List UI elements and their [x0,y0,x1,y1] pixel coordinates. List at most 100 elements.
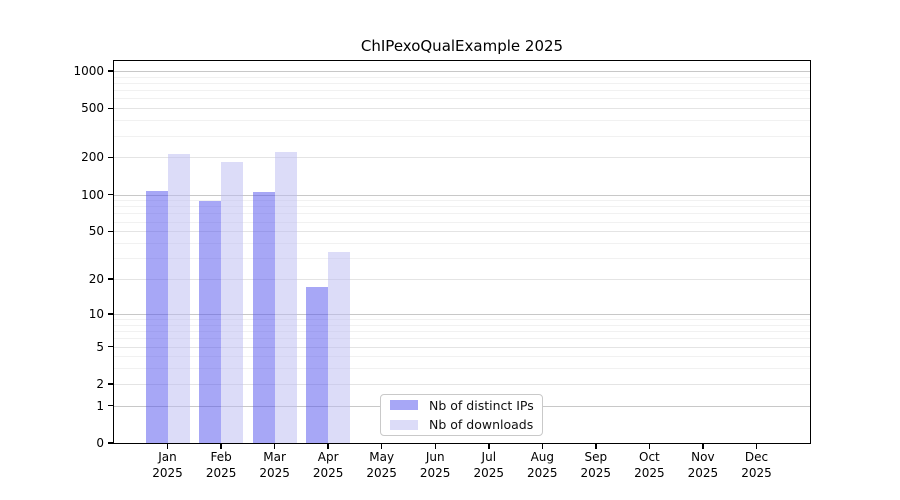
y-tick-label: 100 [81,187,104,202]
x-tick-label: Sep 2025 [568,450,624,481]
bar-downloads [328,251,351,443]
x-tick-label-year: 2025 [312,465,344,480]
x-tick-label-year: 2025 [741,465,772,480]
x-tick-label-year: 2025 [580,465,612,480]
y-tick-label: 10 [88,306,104,321]
x-tick-mark [273,443,276,449]
gridline [114,346,810,348]
x-tick-label-year: 2025 [527,465,558,480]
legend-swatch-distinct-ips-icon [390,400,418,411]
y-tick-label: 1000 [73,63,104,78]
x-tick-label-year: 2025 [473,465,505,480]
y-tick-label: 2 [96,376,104,391]
x-tick-label-month: Dec [744,450,769,464]
gridline [114,200,810,202]
x-tick-mark [220,443,222,449]
x-tick-label-month: Jun [425,450,445,464]
x-tick-mark [327,443,329,449]
gridline [114,313,810,315]
gridline [114,331,810,332]
y-tick-mark [108,70,114,72]
x-tick-label-year: 2025 [205,465,237,480]
x-tick-label: Oct 2025 [621,450,677,481]
bar-distinct-ips [199,200,222,443]
x-tick-label-month: Jul [481,450,497,464]
x-tick-mark [648,443,651,449]
x-tick-label: May 2025 [354,450,410,481]
x-tick-label-year: 2025 [419,465,451,480]
gridline [114,206,810,208]
x-tick-label: Dec 2025 [729,450,785,481]
legend-item-downloads: Nb of downloads [390,417,533,434]
x-tick-mark [755,443,758,449]
x-tick-mark [595,443,597,449]
gridline [114,338,810,340]
gridline [114,70,810,72]
bar-distinct-ips [145,190,168,443]
x-tick-label-year: 2025 [687,465,719,480]
gridline [114,221,810,223]
x-tick-label: Mar 2025 [247,450,303,481]
gridline [114,258,810,260]
gridline [114,194,810,196]
legend-label-downloads: Nb of downloads [429,417,534,433]
x-tick-label: Feb 2025 [193,450,249,481]
gridline [114,98,810,100]
x-tick-label-month: Sep [584,450,608,464]
x-tick-label-year: 2025 [259,465,290,480]
legend-item-distinct-ips: Nb of distinct IPs [390,397,534,414]
chart-title: ChIPexoQualExample 2025 [360,37,564,55]
bar-distinct-ips [306,287,329,443]
x-tick-label: Jul 2025 [461,450,517,481]
gridline [114,90,810,92]
gridline [114,243,810,244]
x-tick-mark [488,443,490,449]
y-tick-mark [108,278,114,280]
bar-distinct-ips [252,191,275,443]
x-tick-label-year: 2025 [634,465,665,480]
y-tick-label: 50 [88,224,104,239]
gridline [114,231,810,233]
y-tick-mark [108,230,114,232]
gridline [114,213,810,215]
x-tick-mark [541,443,544,449]
gridline [114,319,810,320]
y-tick-mark [108,313,114,315]
gridline [114,279,810,280]
y-tick-label: 1 [96,398,104,413]
gridline [114,157,810,159]
gridline [114,135,810,137]
gridline [114,120,810,122]
y-tick-mark [108,193,114,196]
x-tick-label-month: Feb [210,450,232,464]
x-tick-label: Jan 2025 [140,450,196,481]
y-tick-mark [108,345,114,348]
legend: Nb of distinct IPs Nb of downloads [380,394,543,436]
gridline [114,356,810,358]
x-tick-label: Aug 2025 [514,450,570,481]
y-tick-label: 500 [81,101,104,116]
x-tick-label: Apr 2025 [300,450,356,481]
bar-downloads [221,161,244,443]
x-tick-mark [434,443,436,449]
gridline [114,383,810,385]
y-tick-label: 20 [88,272,104,286]
y-tick-label: 200 [81,150,104,165]
x-tick-label-month: Jan [158,450,177,464]
y-tick-mark [108,442,114,444]
y-tick-mark [108,156,114,159]
gridline [114,108,810,110]
y-tick-mark [108,383,114,385]
x-tick-label-month: Oct [639,450,660,464]
x-tick-label: Nov 2025 [675,450,731,481]
x-tick-label-month: Mar [263,450,286,464]
gridline [114,368,810,370]
gridline [114,76,810,78]
y-tick-label: 0 [96,436,104,450]
x-tick-label-year: 2025 [366,465,397,480]
x-tick-label-month: May [369,450,395,464]
x-tick-label-month: Nov [691,450,715,464]
x-tick-mark [380,443,383,449]
bar-downloads [167,154,190,443]
